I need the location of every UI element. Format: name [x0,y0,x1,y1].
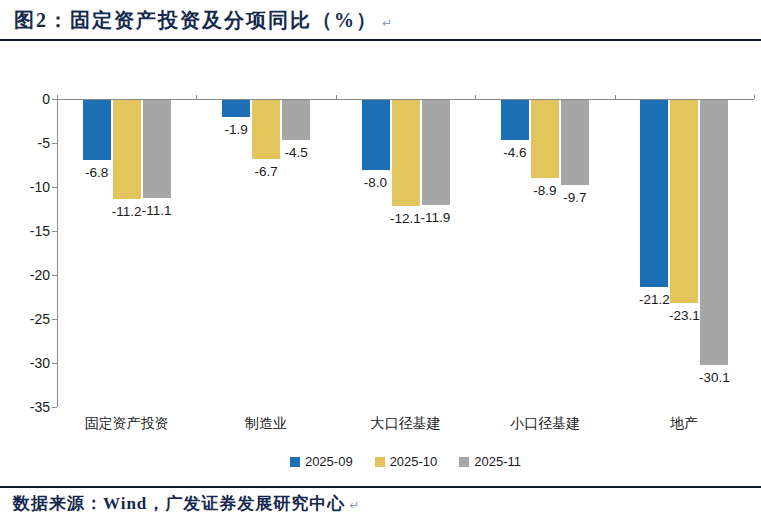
y-axis-tick [52,407,57,408]
y-tick-label: -25 [8,311,50,327]
x-axis-tick [57,95,58,99]
legend-label: 2025-09 [305,454,353,469]
data-source-text: 数据来源：Wind，广发证券发展研究中心 [13,494,345,513]
category-label: 固定资产投资 [57,415,196,433]
bar [700,100,728,365]
bar [83,100,111,160]
x-axis-tick [475,95,476,99]
x-axis-tick [336,95,337,99]
bar-value-label: -6.7 [254,164,277,179]
footer-divider [0,486,761,488]
y-axis-tick [52,275,57,276]
paragraph-return-icon: ↵ [349,498,359,512]
y-axis-tick [52,231,57,232]
footer-row: 数据来源：Wind，广发证券发展研究中心 ↵ [13,492,359,515]
bar-value-label: -1.9 [224,122,247,137]
chart-legend: 2025-09 2025-10 2025-11 [57,454,754,469]
category-label: 小口径基建 [475,415,614,433]
y-axis-tick [52,143,57,144]
legend-item: 2025-11 [459,454,521,469]
bar-value-label: -11.2 [112,204,142,219]
bar [362,100,390,170]
bar-value-label: -4.5 [284,145,307,160]
bar [222,100,250,117]
y-tick-label: -30 [8,355,50,371]
bar [640,100,668,287]
bar [252,100,280,159]
legend-item: 2025-09 [290,454,353,469]
bar-value-label: -12.1 [390,211,421,226]
figure-canvas: 图2：固定资产投资及分项同比（%）↵ 0-5-10-15-20-25-30-35… [0,0,761,525]
x-axis-tick [615,95,616,99]
bar-value-label: -8.0 [364,175,387,190]
bar [531,100,559,178]
legend-label: 2025-11 [474,454,521,469]
legend-swatch-icon [375,457,385,467]
category-label: 大口径基建 [336,415,475,433]
y-axis-tick [52,363,57,364]
bar-value-label: -21.2 [639,292,670,307]
bar-value-label: -11.1 [142,203,172,218]
bar-value-label: -8.9 [533,183,556,198]
legend-item: 2025-10 [375,454,438,469]
legend-swatch-icon [459,457,469,467]
bar [282,100,310,140]
category-label: 制造业 [196,415,335,433]
bar [392,100,420,206]
bar-value-label: -30.1 [699,370,730,385]
y-tick-label: -5 [8,135,50,151]
bar-value-label: -9.7 [563,190,586,205]
y-axis-line [57,99,58,407]
bar-value-label: -6.8 [85,165,108,180]
y-axis-tick [52,319,57,320]
y-tick-label: 0 [8,91,50,107]
legend-swatch-icon [290,457,300,467]
y-axis-tick [52,99,57,100]
y-tick-label: -20 [8,267,50,283]
bar [422,100,450,205]
category-label: 地产 [615,415,754,433]
y-tick-label: -10 [8,179,50,195]
x-axis-tick [196,95,197,99]
bar-value-label: -23.1 [669,308,700,323]
bar-value-label: -4.6 [503,145,526,160]
legend-label: 2025-10 [390,454,438,469]
y-axis-tick [52,187,57,188]
x-axis-tick [754,95,755,99]
bar [501,100,529,140]
bar [143,100,171,198]
y-tick-label: -35 [8,399,50,415]
bar-chart: 0 -5 -10 -15 -20 -25 -30 -35 -6.8 -1.9 -8.0 -4.6 -21… [0,0,761,525]
bar-value-label: -11.9 [421,210,451,225]
bar [113,100,141,199]
y-tick-label: -15 [8,223,50,239]
bar [561,100,589,185]
bar [670,100,698,303]
